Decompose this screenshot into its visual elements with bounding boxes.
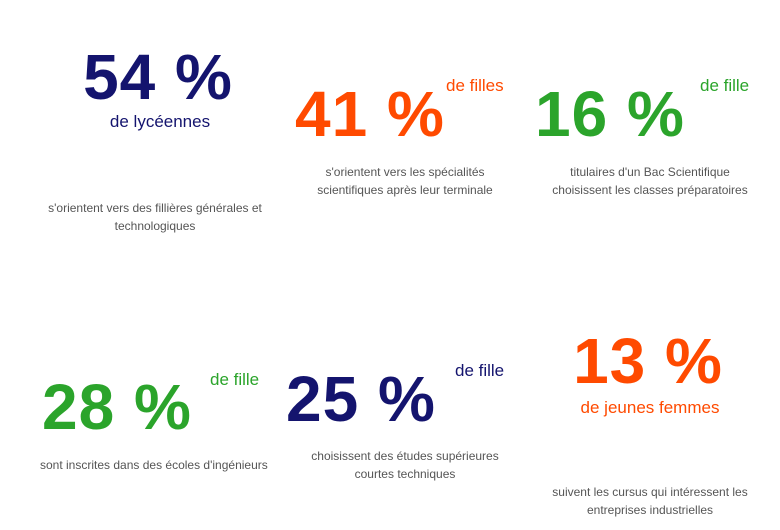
description-line: s'orientent vers les spécialités xyxy=(325,165,485,179)
stat-description: choisissent des études supérieures courte… xyxy=(311,447,498,483)
stat-value: 16 % xyxy=(535,78,685,150)
stat-description: suivent les cursus qui intéressent les en… xyxy=(552,483,747,519)
stat-description: s'orientent vers les spécialités scientif… xyxy=(317,163,492,199)
stat-description: sont inscrites dans des écoles d'ingénie… xyxy=(40,456,268,474)
stat-qualifier: de fille xyxy=(455,361,505,380)
stat-qualifier: de fille xyxy=(700,76,750,95)
stat-block: 41 % de filles s'orientent vers les spéc… xyxy=(280,0,530,265)
stat-value: 25 % xyxy=(286,363,436,435)
stat-block: 54 % de lycéennes s'orientent vers des f… xyxy=(0,0,270,265)
stat-qualifier: de lycéennes xyxy=(109,112,211,131)
description-line: scientifiques après leur terminale xyxy=(317,183,493,197)
stat-value: 13 % xyxy=(573,325,723,397)
description-line: titulaires d'un Bac Scientifique xyxy=(570,165,730,179)
stat-block: 16 % de fille titulaires d'un Bac Scient… xyxy=(530,0,780,265)
description-line: entreprises industrielles xyxy=(586,503,714,517)
description-line: choisissent les classes préparatoires xyxy=(552,183,748,197)
stat-block: 13 % de jeunes femmes suivent les cursus… xyxy=(530,265,780,530)
stat-qualifier: de filles xyxy=(446,76,504,95)
description-line: s'orientent vers des fillières générales… xyxy=(48,201,262,215)
description-line: suivent les cursus qui intéressent les xyxy=(552,485,748,499)
stat-qualifier: de jeunes femmes xyxy=(580,398,720,417)
stat-description: titulaires d'un Bac Scientifique choisiss… xyxy=(552,163,747,199)
stat-description: s'orientent vers des fillières générales… xyxy=(48,199,262,235)
description-line: sont inscrites dans des écoles d'ingénie… xyxy=(40,458,268,472)
stat-value: 28 % xyxy=(42,371,192,443)
stat-block: 28 % de fille sont inscrites dans des éc… xyxy=(0,265,270,530)
stat-value: 41 % xyxy=(295,78,445,150)
description-line: courtes techniques xyxy=(354,467,456,481)
stat-qualifier: de fille xyxy=(210,370,260,389)
stat-value: 54 % xyxy=(83,41,233,113)
description-line: technologiques xyxy=(114,219,196,233)
description-line: choisissent des études supérieures xyxy=(311,449,499,463)
stat-block: 25 % de fille choisissent des études sup… xyxy=(280,265,530,530)
